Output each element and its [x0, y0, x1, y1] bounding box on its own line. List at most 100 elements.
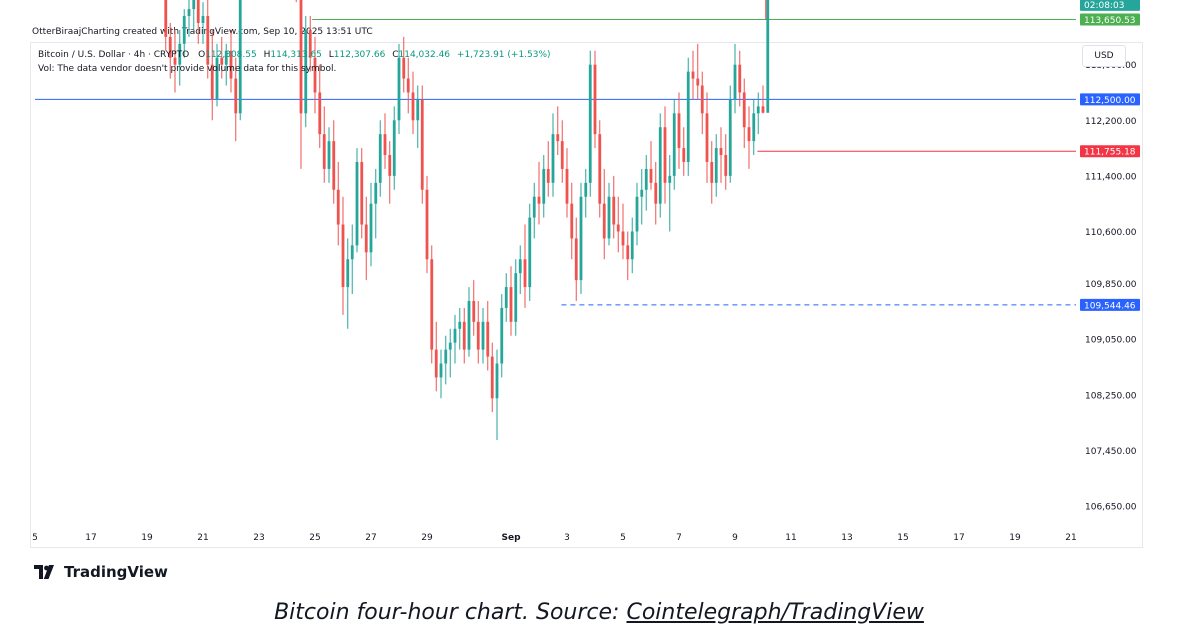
candle-37	[206, 0, 210, 79]
candle-body	[560, 141, 564, 169]
candle-body	[598, 134, 602, 204]
x-tick-label: 29	[421, 533, 433, 543]
candle-body	[724, 155, 728, 176]
candle-96	[481, 307, 485, 364]
candle-138	[677, 92, 681, 169]
candle-93	[467, 287, 471, 357]
candle-136	[668, 155, 672, 232]
y-tick-label: 110,600.00	[1085, 228, 1137, 238]
candle-63	[327, 127, 331, 183]
candle-67	[346, 238, 350, 329]
candle-59	[308, 16, 312, 72]
candle-142	[696, 43, 700, 100]
price-label-text: 111,755.18	[1084, 148, 1136, 158]
legend-open-label: O	[198, 50, 206, 60]
candle-body	[728, 99, 732, 176]
candle-30	[173, 29, 177, 93]
candle-body	[360, 161, 364, 225]
candle-body	[691, 71, 695, 79]
chart-frame	[30, 42, 1143, 548]
candle-69	[355, 148, 359, 253]
source-link[interactable]: Cointelegraph/TradingView	[626, 600, 924, 625]
candle-132	[649, 141, 653, 190]
candle-98	[490, 342, 494, 413]
candle-134	[658, 113, 662, 218]
candle-body	[425, 189, 429, 260]
candle-71	[364, 196, 368, 281]
candle-body	[621, 231, 625, 246]
candle-body	[574, 238, 578, 281]
price-label: 113,650.53	[1080, 13, 1140, 26]
price-label: 112,500.00	[1080, 93, 1140, 106]
candle-64	[332, 120, 336, 204]
candle-body	[327, 141, 331, 169]
currency-selector[interactable]: USD	[1082, 45, 1126, 67]
legend-low-label: L	[328, 50, 334, 60]
candle-body	[187, 9, 191, 17]
candle-body	[439, 363, 443, 378]
candle-106	[528, 203, 532, 301]
candle-body	[668, 175, 672, 183]
candle-38	[210, 29, 214, 121]
candle-body	[593, 64, 597, 135]
candle-body	[756, 106, 760, 114]
price-label-text: 112,500.00	[1084, 96, 1136, 106]
candle-body	[500, 307, 504, 364]
y-tick-label: 109,850.00	[1085, 280, 1137, 290]
candle-33	[187, 0, 191, 37]
candle-157	[766, 0, 770, 113]
candle-43	[234, 57, 238, 142]
candle-body	[602, 203, 606, 239]
candle-110	[546, 141, 550, 197]
candle-122	[602, 168, 606, 260]
x-tick-label: 25	[309, 533, 320, 543]
candle-body	[635, 196, 639, 232]
price-label-badge	[1080, 0, 1140, 11]
x-tick-label: 3	[564, 533, 570, 543]
x-tick-label: 5	[620, 533, 626, 543]
candle-body	[705, 113, 709, 162]
candle-body	[178, 43, 182, 65]
candle-body	[579, 196, 583, 281]
candle-107	[532, 182, 536, 239]
x-tick-label: 27	[365, 533, 376, 543]
candle-126	[621, 203, 625, 260]
candle-body	[229, 50, 233, 79]
candle-body	[467, 300, 471, 350]
candle-body	[392, 120, 396, 176]
candle-56	[295, 0, 297, 3]
candle-body	[430, 259, 434, 350]
x-tick-label: 19	[1009, 533, 1021, 543]
candle-85	[430, 245, 434, 364]
candle-35	[196, 0, 200, 44]
candle-body	[710, 161, 714, 183]
candle-body	[537, 196, 541, 204]
candle-141	[691, 50, 695, 100]
candle-39	[215, 43, 219, 107]
candle-body	[215, 57, 219, 100]
candle-94	[472, 280, 476, 336]
candle-body	[532, 196, 536, 218]
candle-body	[192, 0, 196, 10]
candle-117	[579, 182, 583, 295]
candle-body	[364, 224, 368, 253]
candle-body	[654, 182, 658, 204]
candle-body	[546, 168, 550, 183]
candle-body	[434, 349, 438, 378]
candle-body	[164, 0, 168, 37]
candlestick-chart[interactable]: Next target range106,650.00107,450.00108…	[0, 0, 1198, 560]
candle-body	[448, 342, 452, 350]
candle-body	[182, 16, 186, 44]
candle-111	[551, 113, 555, 197]
candle-36	[201, 2, 205, 44]
candle-body	[196, 0, 200, 23]
price-label: 111,755.18	[1080, 145, 1140, 158]
y-tick-label: 109,050.00	[1085, 336, 1137, 346]
price-label-text: 113,650.53	[1084, 16, 1136, 26]
candle-42	[229, 29, 233, 93]
candle-body	[462, 321, 466, 350]
candle-body	[481, 321, 485, 350]
x-tick-label: 21	[197, 533, 208, 543]
candle-119	[588, 50, 592, 197]
candle-body	[206, 16, 210, 65]
